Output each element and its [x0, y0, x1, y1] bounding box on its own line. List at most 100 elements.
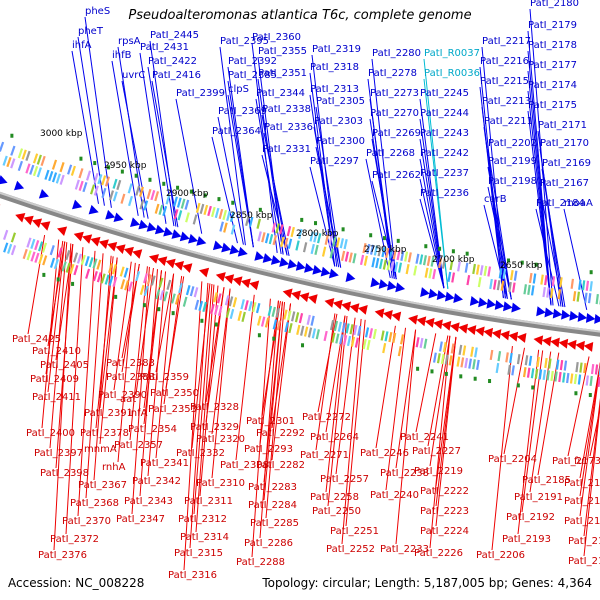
- gene-label[interactable]: PatI_2192: [506, 512, 555, 523]
- gene-label[interactable]: uvrC: [122, 70, 145, 81]
- gene-label[interactable]: PatI_2353: [148, 404, 197, 415]
- gene-label[interactable]: PatI_2163: [564, 516, 600, 527]
- gene-label[interactable]: PatI_2329: [190, 422, 239, 433]
- gene-label[interactable]: mnmA: [84, 444, 117, 455]
- gene-label[interactable]: PatI_2223: [420, 506, 469, 517]
- gene-label[interactable]: PatI_2300: [316, 136, 365, 147]
- gene-label[interactable]: PatI_2272: [302, 412, 351, 423]
- gene-label[interactable]: PatI_2383: [106, 358, 155, 369]
- gene-label[interactable]: PatI_2191: [514, 492, 563, 503]
- gene-label[interactable]: PatI_2177: [528, 60, 577, 71]
- gene-label[interactable]: PatI_2378: [80, 428, 129, 439]
- gene-label[interactable]: PatI_2336: [264, 122, 313, 133]
- gene-label[interactable]: PatI_2198: [488, 176, 537, 187]
- gene-label[interactable]: PatI_2320: [196, 434, 245, 445]
- gene-label[interactable]: PatI_2242: [420, 148, 469, 159]
- gene-label[interactable]: PatI_2206: [476, 550, 525, 561]
- gene-label[interactable]: PatI_2233: [380, 544, 429, 555]
- gene-label[interactable]: PatI_2280: [372, 48, 421, 59]
- gene-label[interactable]: PatI_2202: [488, 138, 537, 149]
- gene-label[interactable]: PatI_2226: [414, 548, 463, 559]
- gene-label[interactable]: PatI_2271: [300, 450, 349, 461]
- gene-label[interactable]: PatI_2313: [310, 84, 359, 95]
- gene-label[interactable]: PatI_2390: [98, 390, 147, 401]
- gene-label[interactable]: PatI_2219: [414, 466, 463, 477]
- gene-label[interactable]: PatI_2262: [372, 170, 421, 181]
- gene-label[interactable]: PatI_2398: [40, 468, 89, 479]
- gene-label[interactable]: PatI_2399: [176, 88, 225, 99]
- gene-label[interactable]: PatI_2184: [536, 198, 585, 209]
- gene-label[interactable]: PatI_2169: [542, 158, 591, 169]
- gene-label[interactable]: PatI_2411: [32, 392, 81, 403]
- gene-label[interactable]: PatI_2174: [528, 80, 577, 91]
- gene-label[interactable]: PatI_2341: [140, 458, 189, 469]
- gene-label[interactable]: PatI_2305: [316, 96, 365, 107]
- gene-label[interactable]: PatI_2284: [248, 500, 297, 511]
- gene-label[interactable]: PatI_2204: [488, 454, 537, 465]
- gene-label[interactable]: PatI_2238: [380, 468, 429, 479]
- gene-label[interactable]: PatI_2422: [148, 56, 197, 67]
- gene-label[interactable]: PatI_2310: [196, 478, 245, 489]
- gene-label[interactable]: PatI_2250: [312, 506, 361, 517]
- gene-label[interactable]: moaA: [564, 198, 593, 209]
- gene-label[interactable]: PatI_2286: [244, 538, 293, 549]
- gene-label[interactable]: rnhA: [102, 462, 126, 473]
- gene-label[interactable]: PatI_2222: [420, 486, 469, 497]
- gene-label[interactable]: PatI_2243: [420, 128, 469, 139]
- gene-label[interactable]: PatI_2292: [256, 428, 305, 439]
- gene-label[interactable]: PatI_2331: [262, 144, 311, 155]
- gene-label[interactable]: PatI_2211: [484, 116, 533, 127]
- gene-label[interactable]: PatI_2246: [360, 448, 409, 459]
- gene-label[interactable]: PatI_2368: [70, 498, 119, 509]
- gene-label[interactable]: PatI_2237: [420, 168, 469, 179]
- gene-label[interactable]: PatI_2273: [370, 88, 419, 99]
- gene-label[interactable]: PatI_2400: [26, 428, 75, 439]
- gene-label[interactable]: ihfA: [72, 40, 92, 51]
- gene-label[interactable]: PatI_2252: [326, 544, 375, 555]
- gene-label[interactable]: PatI_2367: [78, 480, 127, 491]
- gene-label[interactable]: PatI_2164: [568, 536, 600, 547]
- gene-label[interactable]: PatI_2431: [140, 42, 189, 53]
- gene-label[interactable]: PatI_2224: [420, 526, 469, 537]
- gene-label[interactable]: PatI_2236: [420, 188, 469, 199]
- gene-label[interactable]: PatI_2175: [528, 100, 577, 111]
- gene-label[interactable]: PatI_2391: [84, 408, 133, 419]
- gene-label[interactable]: PatI_2283: [248, 482, 297, 493]
- gene-label[interactable]: fur: [574, 456, 589, 467]
- gene-label[interactable]: PatI_2180: [530, 0, 579, 9]
- gene-label[interactable]: PatI_2162: [564, 496, 600, 507]
- gene-label[interactable]: PatI_2199: [488, 156, 537, 167]
- gene-label[interactable]: PatI_2319: [312, 44, 361, 55]
- gene-label[interactable]: PatI_2173: [552, 456, 600, 467]
- gene-label[interactable]: PatI_2278: [368, 68, 417, 79]
- gene-label[interactable]: PatI_2161: [564, 478, 600, 489]
- gene-label[interactable]: PatI_2308: [220, 460, 269, 471]
- gene-label[interactable]: PatI_2215: [480, 76, 529, 87]
- gene-label[interactable]: PatI_2369: [218, 106, 267, 117]
- gene-label[interactable]: PatI_2257: [320, 474, 369, 485]
- gene-label[interactable]: PatI_2342: [132, 476, 181, 487]
- gene-label[interactable]: PatI_2344: [256, 88, 305, 99]
- gene-label[interactable]: PatI_2409: [30, 374, 79, 385]
- gene-label[interactable]: PatI_2285: [250, 518, 299, 529]
- gene-label[interactable]: PatI_2445: [150, 30, 199, 41]
- gene-label[interactable]: PatI_2405: [40, 360, 89, 371]
- gene-label[interactable]: PatI_2360: [252, 32, 301, 43]
- gene-label[interactable]: PatI_2288: [236, 557, 285, 568]
- gene-label[interactable]: PatI_2388: [106, 372, 155, 383]
- gene-label[interactable]: clpS: [228, 84, 249, 95]
- gene-label[interactable]: PatI_2185: [522, 475, 571, 486]
- gene-label[interactable]: PatI_2392: [228, 56, 277, 67]
- gene-label[interactable]: PatI_2270: [370, 108, 419, 119]
- gene-label[interactable]: PatI_2213: [482, 96, 531, 107]
- gene-label[interactable]: PatI_2359: [140, 372, 189, 383]
- gene-label[interactable]: PatI_2314: [180, 532, 229, 543]
- gene-label[interactable]: pheT: [78, 26, 104, 37]
- gene-label[interactable]: PatI_2372: [50, 534, 99, 545]
- gene-label[interactable]: PatI_2355: [258, 46, 307, 57]
- gene-label[interactable]: PatI_2347: [116, 514, 165, 525]
- gene-label[interactable]: PatI_2351: [258, 68, 307, 79]
- gene-label[interactable]: PatI_2318: [310, 62, 359, 73]
- gene-label[interactable]: PatI_2343: [124, 496, 173, 507]
- gene-label[interactable]: PatI_2354: [128, 424, 177, 435]
